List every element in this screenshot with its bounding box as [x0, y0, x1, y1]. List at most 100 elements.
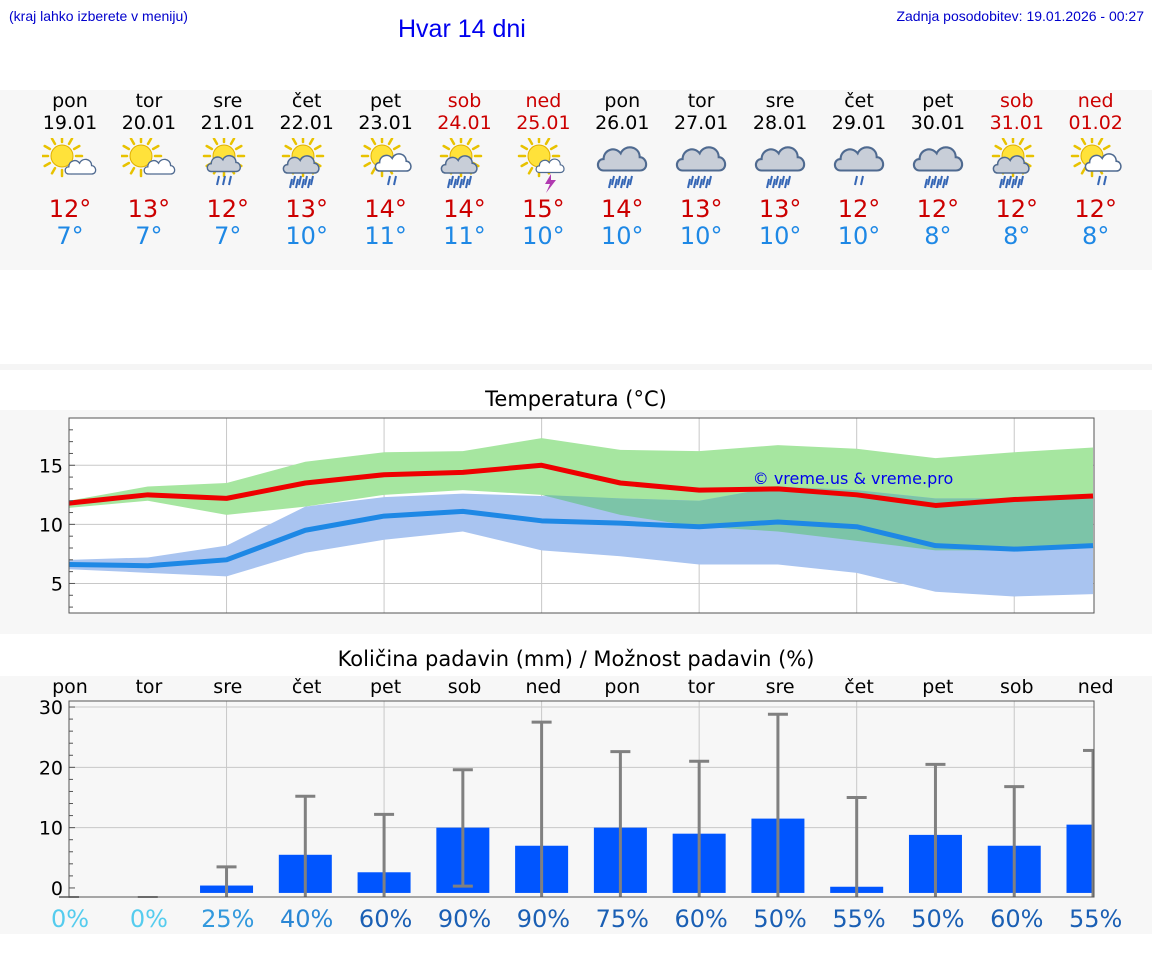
sun-cloud-rain-icon	[360, 138, 412, 186]
spacer-band	[0, 364, 1152, 370]
day-column: čet 22.01 13° 10°	[267, 90, 347, 250]
page-title: Hvar 14 dni	[398, 15, 526, 43]
cloud-rain-icon	[676, 146, 727, 189]
cloud-icon	[676, 146, 727, 172]
day-min-temp: 10°	[285, 222, 328, 250]
day-max-temp: 12°	[916, 195, 960, 223]
day-date: 27.01	[673, 112, 729, 134]
day-column: sre 28.01 13° 10°	[740, 90, 820, 250]
cloud-icon	[597, 146, 648, 172]
location-note: (kraj lahko izberete v meniju)	[9, 8, 188, 24]
day-date: 29.01	[831, 112, 887, 134]
cloud-icon	[833, 146, 885, 172]
cloud-icon	[912, 146, 964, 172]
day-min-temp: 8°	[1003, 222, 1031, 250]
day-date: 20.01	[121, 112, 177, 134]
day-min-temp: 7°	[56, 222, 84, 250]
day-name: pet	[369, 90, 402, 112]
rain-icon	[215, 175, 232, 186]
cloud-icon	[535, 158, 566, 174]
cloud-icon	[754, 146, 806, 172]
day-name: tor	[135, 90, 163, 112]
day-column: sre 21.01 12° 7°	[188, 90, 268, 250]
daily-forecast-band	[0, 90, 1152, 270]
day-name: ned	[1077, 90, 1114, 112]
day-name: tor	[687, 90, 715, 112]
sun-heavy-rain-icon	[439, 138, 482, 189]
day-column: tor 27.01 13° 10°	[661, 90, 741, 250]
cloud-rain-icon	[912, 146, 964, 189]
day-min-temp: 11°	[364, 222, 407, 250]
cloud-rain-icon	[597, 146, 648, 189]
last-update: Zadnja posodobitev: 19.01.2026 - 00:27	[896, 8, 1144, 24]
day-date: 25.01	[516, 112, 571, 134]
temperature-band	[0, 410, 1152, 634]
rain-icon	[288, 175, 314, 189]
day-date: 30.01	[910, 112, 966, 134]
temperature-chart-title: Temperatura (°C)	[485, 387, 667, 411]
sun-cloud-icon	[120, 138, 176, 178]
day-max-temp: 13°	[285, 195, 328, 223]
rain-icon	[446, 175, 472, 189]
day-max-temp: 12°	[48, 195, 92, 223]
day-name: sre	[765, 90, 795, 112]
day-min-temp: 8°	[1082, 222, 1110, 250]
day-name: čet	[844, 90, 874, 112]
cloud-icon	[992, 155, 1030, 174]
cloud-icon	[282, 155, 320, 174]
rain-icon	[1096, 175, 1107, 186]
day-name: ned	[525, 90, 562, 112]
day-min-temp: 10°	[837, 222, 881, 250]
day-max-temp: 12°	[1074, 195, 1117, 223]
day-max-temp: 12°	[206, 195, 250, 223]
day-date: 21.01	[200, 112, 255, 134]
day-min-temp: 7°	[214, 222, 242, 250]
day-column: pet 23.01 14° 11°	[346, 90, 426, 250]
day-column: sob 31.01 12° 8°	[977, 90, 1057, 250]
cloud-rain-icon	[754, 146, 806, 189]
sun-heavy-rain-icon	[991, 138, 1035, 189]
precipitation-band	[0, 676, 1152, 934]
rain-icon	[766, 175, 792, 189]
rain-icon	[608, 175, 634, 189]
sun-heavy-rain-icon	[281, 138, 324, 189]
day-max-temp: 14°	[601, 195, 644, 223]
day-max-temp: 14°	[364, 195, 407, 223]
day-max-temp: 12°	[995, 195, 1039, 223]
day-name: čet	[291, 90, 322, 112]
day-column: pon 26.01 14° 10°	[582, 90, 662, 250]
day-column: pon 19.01 12° 7°	[30, 90, 110, 250]
day-max-temp: 15°	[522, 195, 565, 223]
day-min-temp: 10°	[601, 222, 644, 250]
sun-rain-icon	[202, 138, 246, 186]
day-column: čet 29.01 12° 10°	[819, 90, 899, 250]
day-date: 31.01	[989, 112, 1044, 134]
sun-thunder-icon	[518, 138, 566, 193]
cloud-icon	[64, 158, 97, 175]
day-max-temp: 13°	[758, 195, 802, 223]
day-date: 22.01	[279, 112, 334, 134]
day-name: pon	[604, 90, 641, 112]
sun-cloud-icon	[42, 138, 97, 178]
rain-icon	[687, 175, 713, 189]
day-date: 28.01	[752, 112, 808, 134]
day-max-temp: 13°	[127, 195, 171, 223]
day-min-temp: 7°	[135, 222, 163, 250]
sun-icon	[120, 138, 163, 178]
day-date: 23.01	[358, 112, 413, 134]
day-name: sob	[1000, 90, 1034, 112]
rain-icon	[386, 175, 397, 186]
day-name: sre	[213, 90, 243, 112]
day-column: ned 01.02 12° 8°	[1056, 90, 1136, 250]
day-column: ned 25.01 15° 10°	[503, 90, 583, 250]
day-column: tor 20.01 13° 7°	[109, 90, 189, 250]
cloud-light-rain-icon	[833, 146, 885, 186]
sun-icon	[42, 138, 84, 178]
lightning-icon	[545, 174, 557, 193]
cloud-icon	[206, 154, 241, 173]
day-name: sob	[447, 90, 482, 112]
rain-icon	[998, 175, 1024, 189]
day-min-temp: 10°	[679, 222, 723, 250]
day-max-temp: 12°	[837, 195, 881, 223]
day-date: 19.01	[42, 112, 98, 134]
